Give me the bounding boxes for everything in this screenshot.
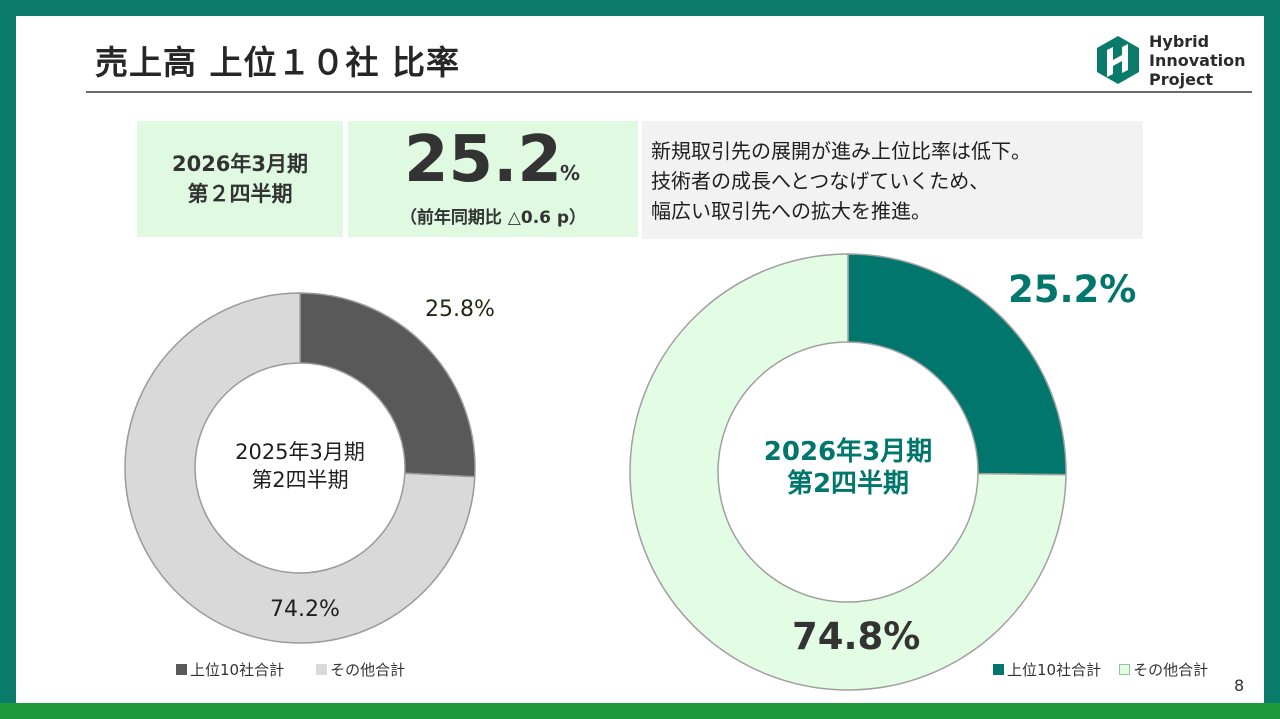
comment-line-2: 技術者の成長へとつなげていくため、: [651, 169, 990, 193]
logo-line-1: Hybrid: [1149, 32, 1210, 51]
page-number: 8: [1234, 676, 1245, 695]
legend-label: 上位10社合計: [1007, 661, 1102, 679]
kpi-value: 25.2: [404, 123, 562, 197]
donut-2026-center-label: 2026年3月期 第2四半期: [738, 436, 958, 500]
donut-2026-center-line-1: 2026年3月期: [763, 437, 933, 467]
donut-chart-2026: [629, 253, 1067, 691]
donut-2026-legend: 上位10社合計 その他合計: [993, 659, 1208, 680]
donut-2025-legend: 上位10社合計 その他合計: [176, 659, 437, 680]
legend-swatch: [1119, 664, 1131, 675]
donut-slice-top10: [299, 292, 476, 478]
donut-2026-label-others: 74.8%: [792, 615, 921, 658]
kpi-period-line-1: 2026年3月期: [171, 152, 309, 176]
donut-2025-center-label: 2025年3月期 第2四半期: [210, 438, 390, 494]
comment-line-1: 新規取引先の展開が進み上位比率は低下。: [651, 139, 1031, 163]
donut-slice-others: [629, 253, 1067, 691]
legend-item-top10: 上位10社合計: [993, 659, 1101, 680]
page-title: 売上高 上位１０社 比率: [95, 43, 460, 82]
donut-2026-label-top10: 25.2%: [1008, 268, 1137, 311]
donut-2026-center-line-2: 第2四半期: [786, 469, 910, 499]
legend-swatch: [993, 664, 1004, 675]
legend-swatch: [316, 664, 328, 675]
title-divider: [86, 91, 1252, 93]
legend-item-others: その他合計: [1119, 659, 1208, 680]
comment-box: 新規取引先の展開が進み上位比率は低下。 技術者の成長へとつなげていくため、 幅広…: [642, 121, 1143, 239]
donut-chart-2025: [124, 292, 476, 644]
kpi-period-line-2: 第２四半期: [187, 182, 293, 206]
donut-2025-center-line-2: 第2四半期: [251, 468, 349, 492]
hybrid-innovation-logo-icon: [1097, 36, 1139, 84]
legend-item-others: その他合計: [316, 659, 405, 680]
frame-bottom-bar: [0, 703, 1280, 719]
legend-label: 上位10社合計: [190, 661, 285, 679]
donut-2025-center-line-1: 2025年3月期: [235, 440, 365, 464]
frame-top-bar: [0, 0, 1280, 16]
logo-text: Hybrid Innovation Project: [1149, 32, 1245, 89]
donut-slice-top10: [847, 253, 1067, 476]
legend-swatch: [176, 664, 187, 675]
donut-2025-label-top10: 25.8%: [425, 297, 495, 322]
kpi-value-box: 25.2 % （前年同期比 △0.6 p）: [348, 121, 638, 237]
logo: Hybrid Innovation Project: [1095, 32, 1255, 89]
legend-label: その他合計: [330, 661, 406, 679]
donut-slice-others: [124, 292, 476, 644]
kpi-unit: %: [560, 161, 581, 185]
legend-item-top10: 上位10社合計: [176, 659, 284, 680]
frame-left-bar: [0, 0, 16, 719]
logo-line-2: Innovation: [1149, 51, 1246, 70]
legend-label: その他合計: [1133, 661, 1209, 679]
comment-line-3: 幅広い取引先への拡大を推進。: [651, 199, 931, 223]
kpi-yoy-note: （前年同期比 △0.6 p）: [399, 208, 587, 228]
frame-right-bar: [1264, 0, 1280, 719]
kpi-period-box: 2026年3月期 第２四半期: [137, 121, 343, 237]
donut-2025-label-others: 74.2%: [270, 597, 340, 622]
logo-line-3: Project: [1149, 70, 1214, 89]
